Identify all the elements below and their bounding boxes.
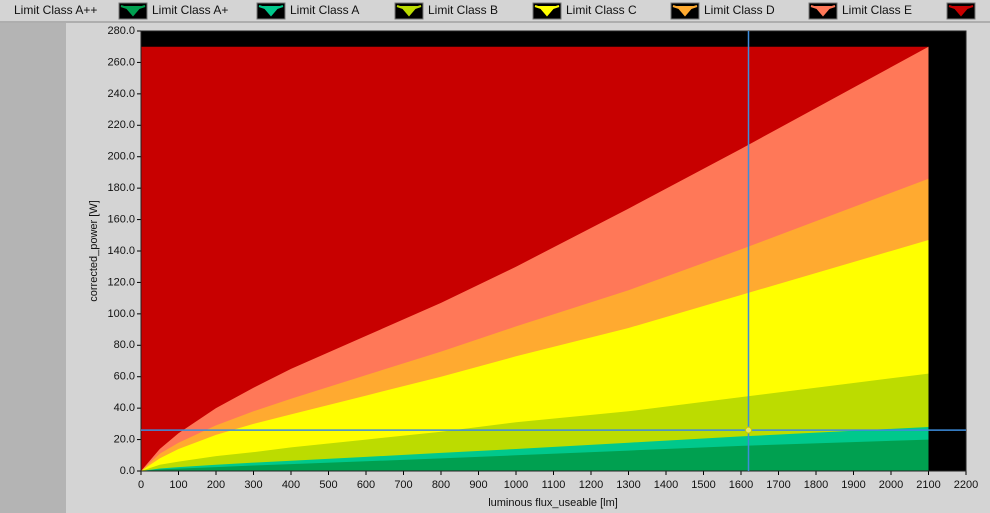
x-tick-label: 1700	[766, 479, 790, 491]
x-tick-label: 900	[469, 479, 487, 491]
areas	[141, 46, 929, 471]
area	[141, 439, 929, 471]
x-tick-label: 1200	[579, 479, 603, 491]
x-tick-label: 700	[394, 479, 412, 491]
x-tick-label: 100	[169, 479, 187, 491]
x-tick-label: 600	[357, 479, 375, 491]
y-tick-label: 20.0	[114, 433, 135, 445]
y-tick-label: 200.0	[107, 151, 135, 163]
legend-swatch-line	[948, 5, 974, 17]
legend-swatch-line	[810, 5, 836, 17]
legend-label: Limit Class D	[704, 3, 775, 17]
x-tick-label: 500	[319, 479, 337, 491]
x-tick-label: 1500	[691, 479, 715, 491]
legend-label: Limit Class A	[290, 3, 359, 17]
x-axis-label: luminous flux_useable [lm]	[488, 497, 618, 509]
cursor-point	[745, 426, 752, 434]
y-tick-label: 160.0	[107, 213, 135, 225]
y-tick-label: 40.0	[114, 402, 135, 414]
legend-label: Limit Class B	[428, 3, 498, 17]
x-tick-label: 2000	[879, 479, 903, 491]
legend-swatch-line	[396, 5, 422, 17]
x-tick-label: 0	[138, 479, 144, 491]
y-tick-label: 100.0	[107, 308, 135, 320]
x-tick-label: 800	[432, 479, 450, 491]
y-tick-label: 60.0	[114, 371, 135, 383]
x-tick-label: 2200	[954, 479, 978, 491]
x-tick-label: 1800	[804, 479, 828, 491]
plot-frame	[140, 30, 967, 472]
legend-swatch-line	[120, 5, 146, 17]
legend-swatch-line	[534, 5, 560, 17]
y-tick-label: 180.0	[107, 182, 135, 194]
y-tick-label: 140.0	[107, 245, 135, 257]
x-tick-label: 200	[207, 479, 225, 491]
x-tick-label: 1400	[654, 479, 678, 491]
axes: 0.0 20.0 40.0 60.0 80.0 100.0 120.0 140.0 160.0 1…	[107, 25, 978, 491]
legend-bar	[0, 0, 990, 22]
legend-swatch-line	[258, 5, 284, 17]
x-tick-label: 1000	[504, 479, 528, 491]
y-tick-label: 80.0	[114, 339, 135, 351]
x-tick-label: 1100	[542, 479, 566, 491]
side-panel	[0, 23, 66, 513]
x-tick-label: 300	[244, 479, 262, 491]
legend-swatch-line	[672, 5, 698, 17]
legend-label: Limit Class C	[566, 3, 637, 17]
y-axis-label: corrected_power [W]	[88, 200, 100, 301]
x-tick-label: 2100	[916, 479, 940, 491]
y-tick-label: 240.0	[107, 88, 135, 100]
y-tick-label: 120.0	[107, 276, 135, 288]
y-tick-label: 280.0	[107, 25, 135, 37]
x-tick-label: 1900	[841, 479, 865, 491]
y-tick-label: 0.0	[120, 465, 135, 477]
x-tick-label: 400	[282, 479, 300, 491]
legend-label: Limit Class A+	[152, 3, 228, 17]
y-tick-label: 260.0	[107, 56, 135, 68]
y-tick-label: 220.0	[107, 119, 135, 131]
x-tick-label: 1300	[616, 479, 640, 491]
x-tick-label: 1600	[729, 479, 753, 491]
legend-label: Limit Class E	[842, 3, 912, 17]
legend-label: Limit Class A++	[14, 3, 97, 17]
